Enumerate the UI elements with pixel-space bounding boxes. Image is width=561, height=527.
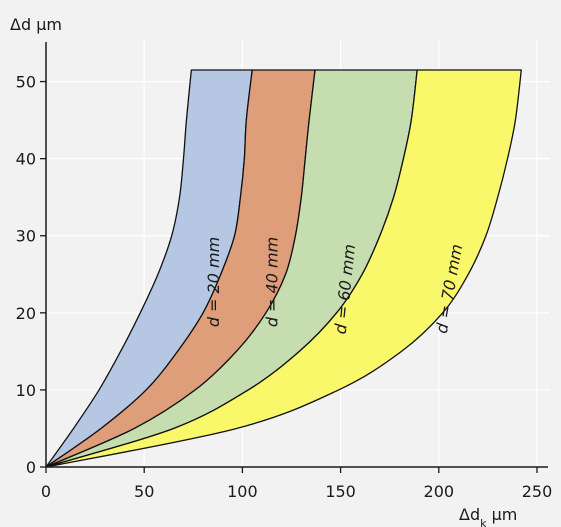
y-tick-label: 50 <box>16 73 36 92</box>
x-tick-label: 150 <box>325 482 356 501</box>
x-axis-label-main: Δd <box>459 505 480 524</box>
x-axis-label: Δdk μm <box>459 505 517 527</box>
x-tick-label: 250 <box>522 482 553 501</box>
band-area <box>45 69 522 468</box>
x-tick-label: 200 <box>424 482 455 501</box>
y-tick-label: 10 <box>16 381 36 400</box>
y-tick-label: 30 <box>16 227 36 246</box>
x-tick-label: 50 <box>134 482 154 501</box>
x-axis-label-sub: k <box>480 517 487 527</box>
x-ticks: 0 50 100 150 200 250 <box>41 467 552 501</box>
band-label: d = 40 mm <box>263 237 282 327</box>
x-tick-label: 100 <box>227 482 258 501</box>
y-axis-label: Δd μm <box>10 15 62 34</box>
y-tick-label: 40 <box>16 150 36 169</box>
band-label: d = 20 mm <box>204 237 223 327</box>
y-ticks: 0 10 20 30 40 50 <box>16 73 46 477</box>
x-tick-label: 0 <box>41 482 51 501</box>
x-axis-label-unit: μm <box>486 505 517 524</box>
y-tick-label: 0 <box>26 458 36 477</box>
y-tick-label: 20 <box>16 304 36 323</box>
bands <box>45 69 522 468</box>
